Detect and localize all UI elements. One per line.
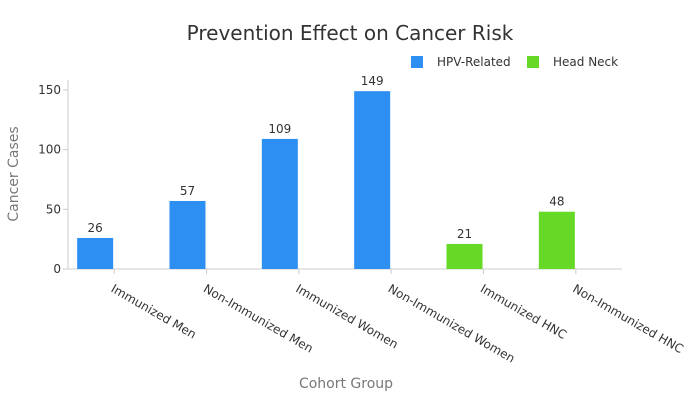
data-label: 48 bbox=[549, 195, 564, 209]
x-tick-label: Immunized Men bbox=[109, 281, 199, 341]
data-label: 149 bbox=[361, 74, 384, 88]
legend: HPV-Related Head Neck bbox=[411, 55, 618, 69]
data-labels: 26 57 109 149 21 48 bbox=[88, 74, 565, 241]
data-label: 57 bbox=[180, 184, 195, 198]
bar bbox=[261, 138, 298, 269]
chart-title: Prevention Effect on Cancer Risk bbox=[187, 21, 514, 45]
bar bbox=[354, 91, 391, 270]
y-tick-label: 150 bbox=[38, 83, 61, 97]
bar bbox=[538, 211, 575, 269]
data-label: 109 bbox=[268, 122, 291, 136]
legend-label: HPV-Related bbox=[437, 55, 511, 69]
y-tick-label: 0 bbox=[53, 262, 61, 276]
bars bbox=[77, 91, 575, 270]
y-tick-label: 50 bbox=[46, 202, 61, 216]
bar bbox=[77, 237, 114, 269]
y-axis-title: Cancer Cases bbox=[6, 126, 22, 221]
data-label: 21 bbox=[457, 227, 472, 241]
legend-swatch bbox=[411, 56, 423, 68]
x-axis-title: Cohort Group bbox=[299, 376, 393, 392]
bar bbox=[169, 200, 206, 269]
bar bbox=[446, 243, 483, 269]
data-label: 26 bbox=[88, 221, 103, 235]
x-tick-label: Immunized HNC bbox=[478, 281, 569, 342]
legend-label: Head Neck bbox=[553, 55, 618, 69]
legend-swatch bbox=[527, 56, 539, 68]
y-tick-label: 100 bbox=[38, 143, 61, 157]
x-tick-label: Non-Immunized HNC bbox=[570, 281, 685, 356]
